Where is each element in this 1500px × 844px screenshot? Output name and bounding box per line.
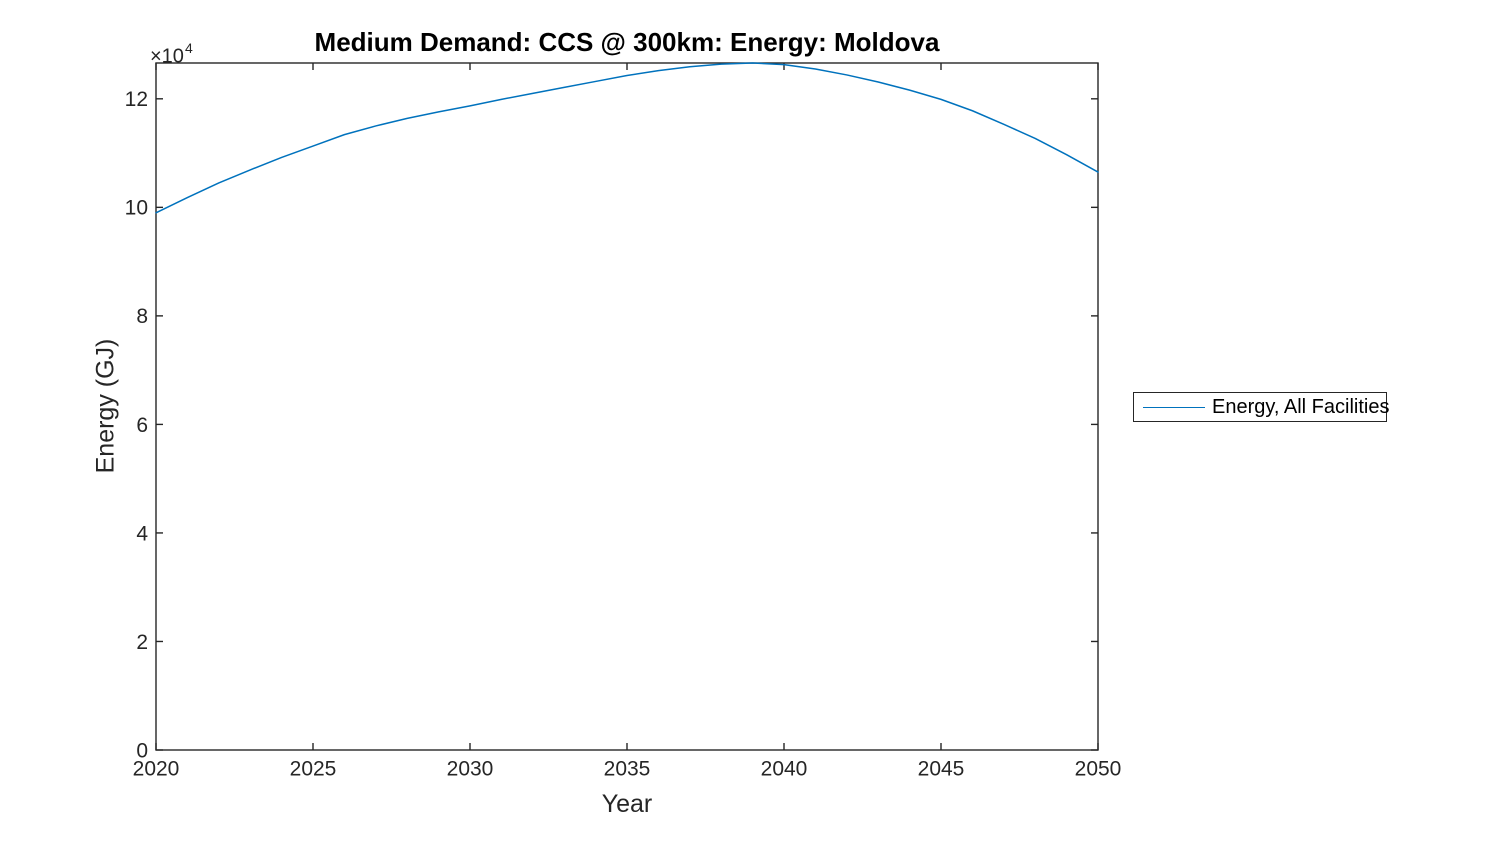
x-tick-label: 2040 xyxy=(761,757,808,780)
energy-series-line xyxy=(155,62,1099,214)
x-tick-label: 2050 xyxy=(1075,757,1122,780)
y-axis-multiplier-exponent: 4 xyxy=(184,40,193,56)
y-tick-label: 6 xyxy=(136,414,148,437)
y-axis-multiplier: ×104 xyxy=(150,40,193,68)
legend-line-sample xyxy=(1143,406,1205,408)
y-tick-label: 10 xyxy=(125,197,148,220)
legend: Energy, All Facilities xyxy=(1133,392,1390,422)
y-tick-label: 12 xyxy=(125,88,148,111)
y-axis-multiplier-base: ×10 xyxy=(150,45,184,68)
y-tick-label: 2 xyxy=(136,631,148,654)
x-tick-label: 2030 xyxy=(447,757,494,780)
y-tick-label: 4 xyxy=(136,522,148,545)
y-tick-label: 0 xyxy=(136,739,148,762)
x-tick-label: 2020 xyxy=(133,757,180,780)
x-tick-label: 2045 xyxy=(918,757,965,780)
x-tick-label: 2035 xyxy=(604,757,651,780)
x-axis-label: Year xyxy=(601,790,653,818)
y-tick-label: 8 xyxy=(136,305,148,328)
axes-box xyxy=(155,62,1099,751)
legend-entry-label: Energy, All Facilities xyxy=(1212,395,1390,418)
x-tick-label: 2025 xyxy=(290,757,337,780)
chart-title: Medium Demand: CCS @ 300km: Energy: Mold… xyxy=(314,27,940,57)
